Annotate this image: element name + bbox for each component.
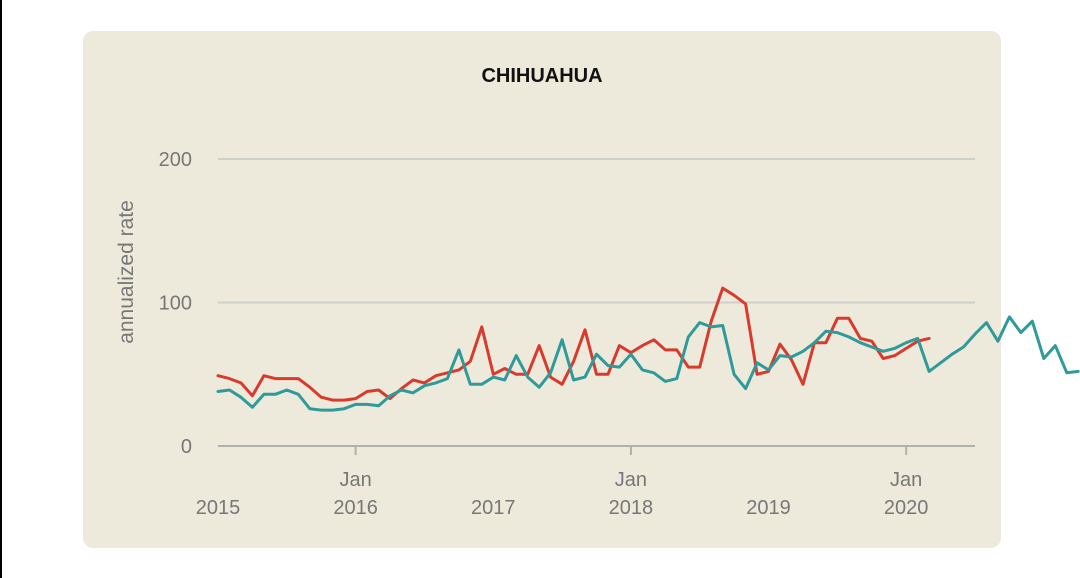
x-tick-label: Jan (615, 469, 647, 491)
y-tick-labels: 0 100 200 (159, 149, 192, 458)
y-axis-label: annualized rate (115, 200, 138, 344)
series-line-1 (216, 286, 931, 402)
y-tick-label: 200 (159, 149, 192, 171)
chart-card (83, 31, 1001, 548)
y-tick-label: 100 (159, 293, 192, 315)
x-tick-label: 2020 (884, 497, 929, 519)
x-tick-labels: 2015 Jan 2016 2017 Jan 2018 2019 Jan 2020 (196, 446, 929, 519)
y-tick-label: 0 (181, 436, 192, 458)
series-lines (216, 286, 1080, 412)
x-tick-label: 2015 (196, 497, 241, 519)
chart-title: CHIHUAHUA (481, 65, 602, 87)
series-line-2 (216, 315, 1080, 412)
window-edge (0, 0, 2, 578)
x-tick-label: 2016 (333, 497, 378, 519)
x-tick-label: 2017 (471, 497, 516, 519)
x-tick-label: 2018 (609, 497, 654, 519)
gridlines (218, 158, 975, 447)
x-tick-label: Jan (890, 469, 922, 491)
x-tick-label: 2019 (746, 497, 791, 519)
x-tick-label: Jan (340, 469, 372, 491)
